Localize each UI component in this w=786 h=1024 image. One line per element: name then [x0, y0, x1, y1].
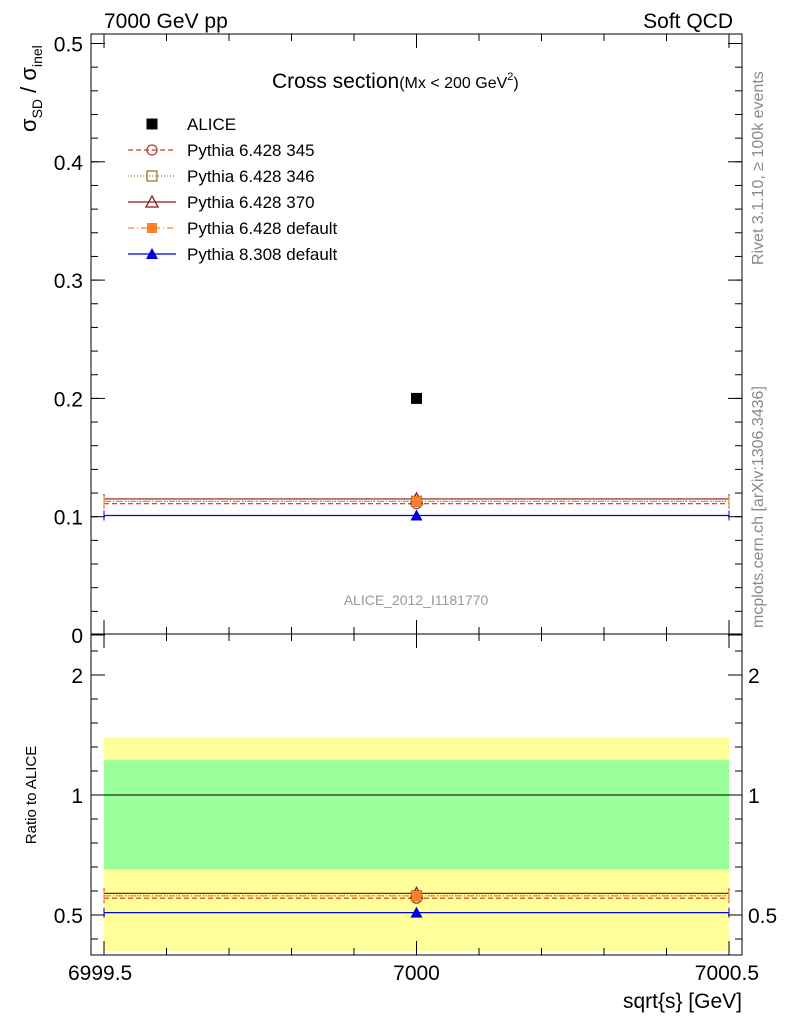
- ratio-y-tick-label-right: 1: [748, 785, 760, 808]
- legend: ALICE Pythia 6.428 345 Pythia 6.428 346 Pyt…: [128, 115, 338, 264]
- mc-point-main: [411, 496, 422, 507]
- chart-title-main: Cross section: [272, 70, 399, 93]
- y-tick-label: 0.4: [54, 152, 84, 175]
- legend-label: ALICE: [187, 115, 236, 134]
- x-axis-label: sqrt{s} [GeV]: [623, 990, 742, 1013]
- ratio-y-tick-label-right: 0.5: [748, 905, 777, 928]
- y-label-sigma: σ: [16, 118, 41, 132]
- legend-label: Pythia 6.428 370: [187, 193, 315, 212]
- y-tick-label: 0.2: [54, 388, 83, 411]
- ratio-y-tick-label: 2: [71, 665, 83, 688]
- y-axis-label: σSD / σinel: [16, 45, 45, 132]
- ratio-y-tick-label: 0.5: [54, 905, 83, 928]
- y-label-sub1: SD: [29, 99, 45, 118]
- mc-point-main: [410, 509, 423, 521]
- chart-title-close: ): [513, 75, 518, 92]
- legend-marker: [146, 170, 158, 182]
- axis-ticks: [91, 34, 742, 955]
- legend-marker: [146, 248, 158, 259]
- ratio-y-tick-label-right: 2: [748, 665, 760, 688]
- y-tick-label: 0.1: [54, 507, 83, 530]
- legend-label: Pythia 6.428 345: [187, 141, 315, 160]
- ratio-y-tick-label: 1: [71, 785, 83, 808]
- legend-marker: [147, 223, 157, 233]
- analysis-watermark: ALICE_2012_I1181770: [344, 592, 489, 608]
- y-label-mid: / σ: [16, 67, 41, 99]
- legend-marker: [146, 144, 158, 156]
- y-tick-label: 0: [71, 625, 83, 648]
- legend-label: Pythia 6.428 default: [187, 219, 338, 238]
- axis-tick-labels: 0 0.1 0.2 0.3 0.4 0.5 0.5 0.5 1 1 2 2 6999.5 7000 7000…: [54, 34, 777, 986]
- mcplots-label: mcplots.cern.ch [arXiv:1306.3436]: [750, 386, 767, 628]
- data-marks: [103, 392, 730, 918]
- ratio-band-green: [104, 760, 729, 870]
- chart-title: Cross section(Mx < 200 GeV2): [272, 70, 519, 93]
- header-category: Soft QCD: [643, 10, 733, 33]
- legend-label: Pythia 6.428 346: [187, 167, 315, 186]
- x-tick-label: 7000: [393, 962, 440, 985]
- header-energy: 7000 GeV pp: [104, 10, 228, 33]
- legend-marker: [146, 118, 158, 130]
- y-tick-label: 0.3: [54, 270, 83, 293]
- legend-marker: [144, 194, 160, 208]
- data-point-alice: [411, 392, 422, 404]
- legend-label: Pythia 8.308 default: [187, 245, 338, 264]
- rivet-label: Rivet 3.1.10, ≥ 100k events: [750, 71, 767, 265]
- ratio-y-axis-label: Ratio to ALICE: [23, 746, 40, 844]
- x-tick-label: 6999.5: [68, 962, 132, 985]
- chart-title-sup: 2: [507, 71, 513, 83]
- chart-title-sub: (Mx < 200 GeV: [399, 75, 507, 92]
- mc-point-ratio: [410, 906, 423, 918]
- y-label-sub2: inel: [29, 45, 45, 67]
- y-tick-label: 0.5: [54, 34, 83, 57]
- x-tick-label: 7000.5: [695, 962, 759, 985]
- ratio-uncertainty-bands: [91, 737, 742, 951]
- mc-point-ratio: [411, 890, 422, 901]
